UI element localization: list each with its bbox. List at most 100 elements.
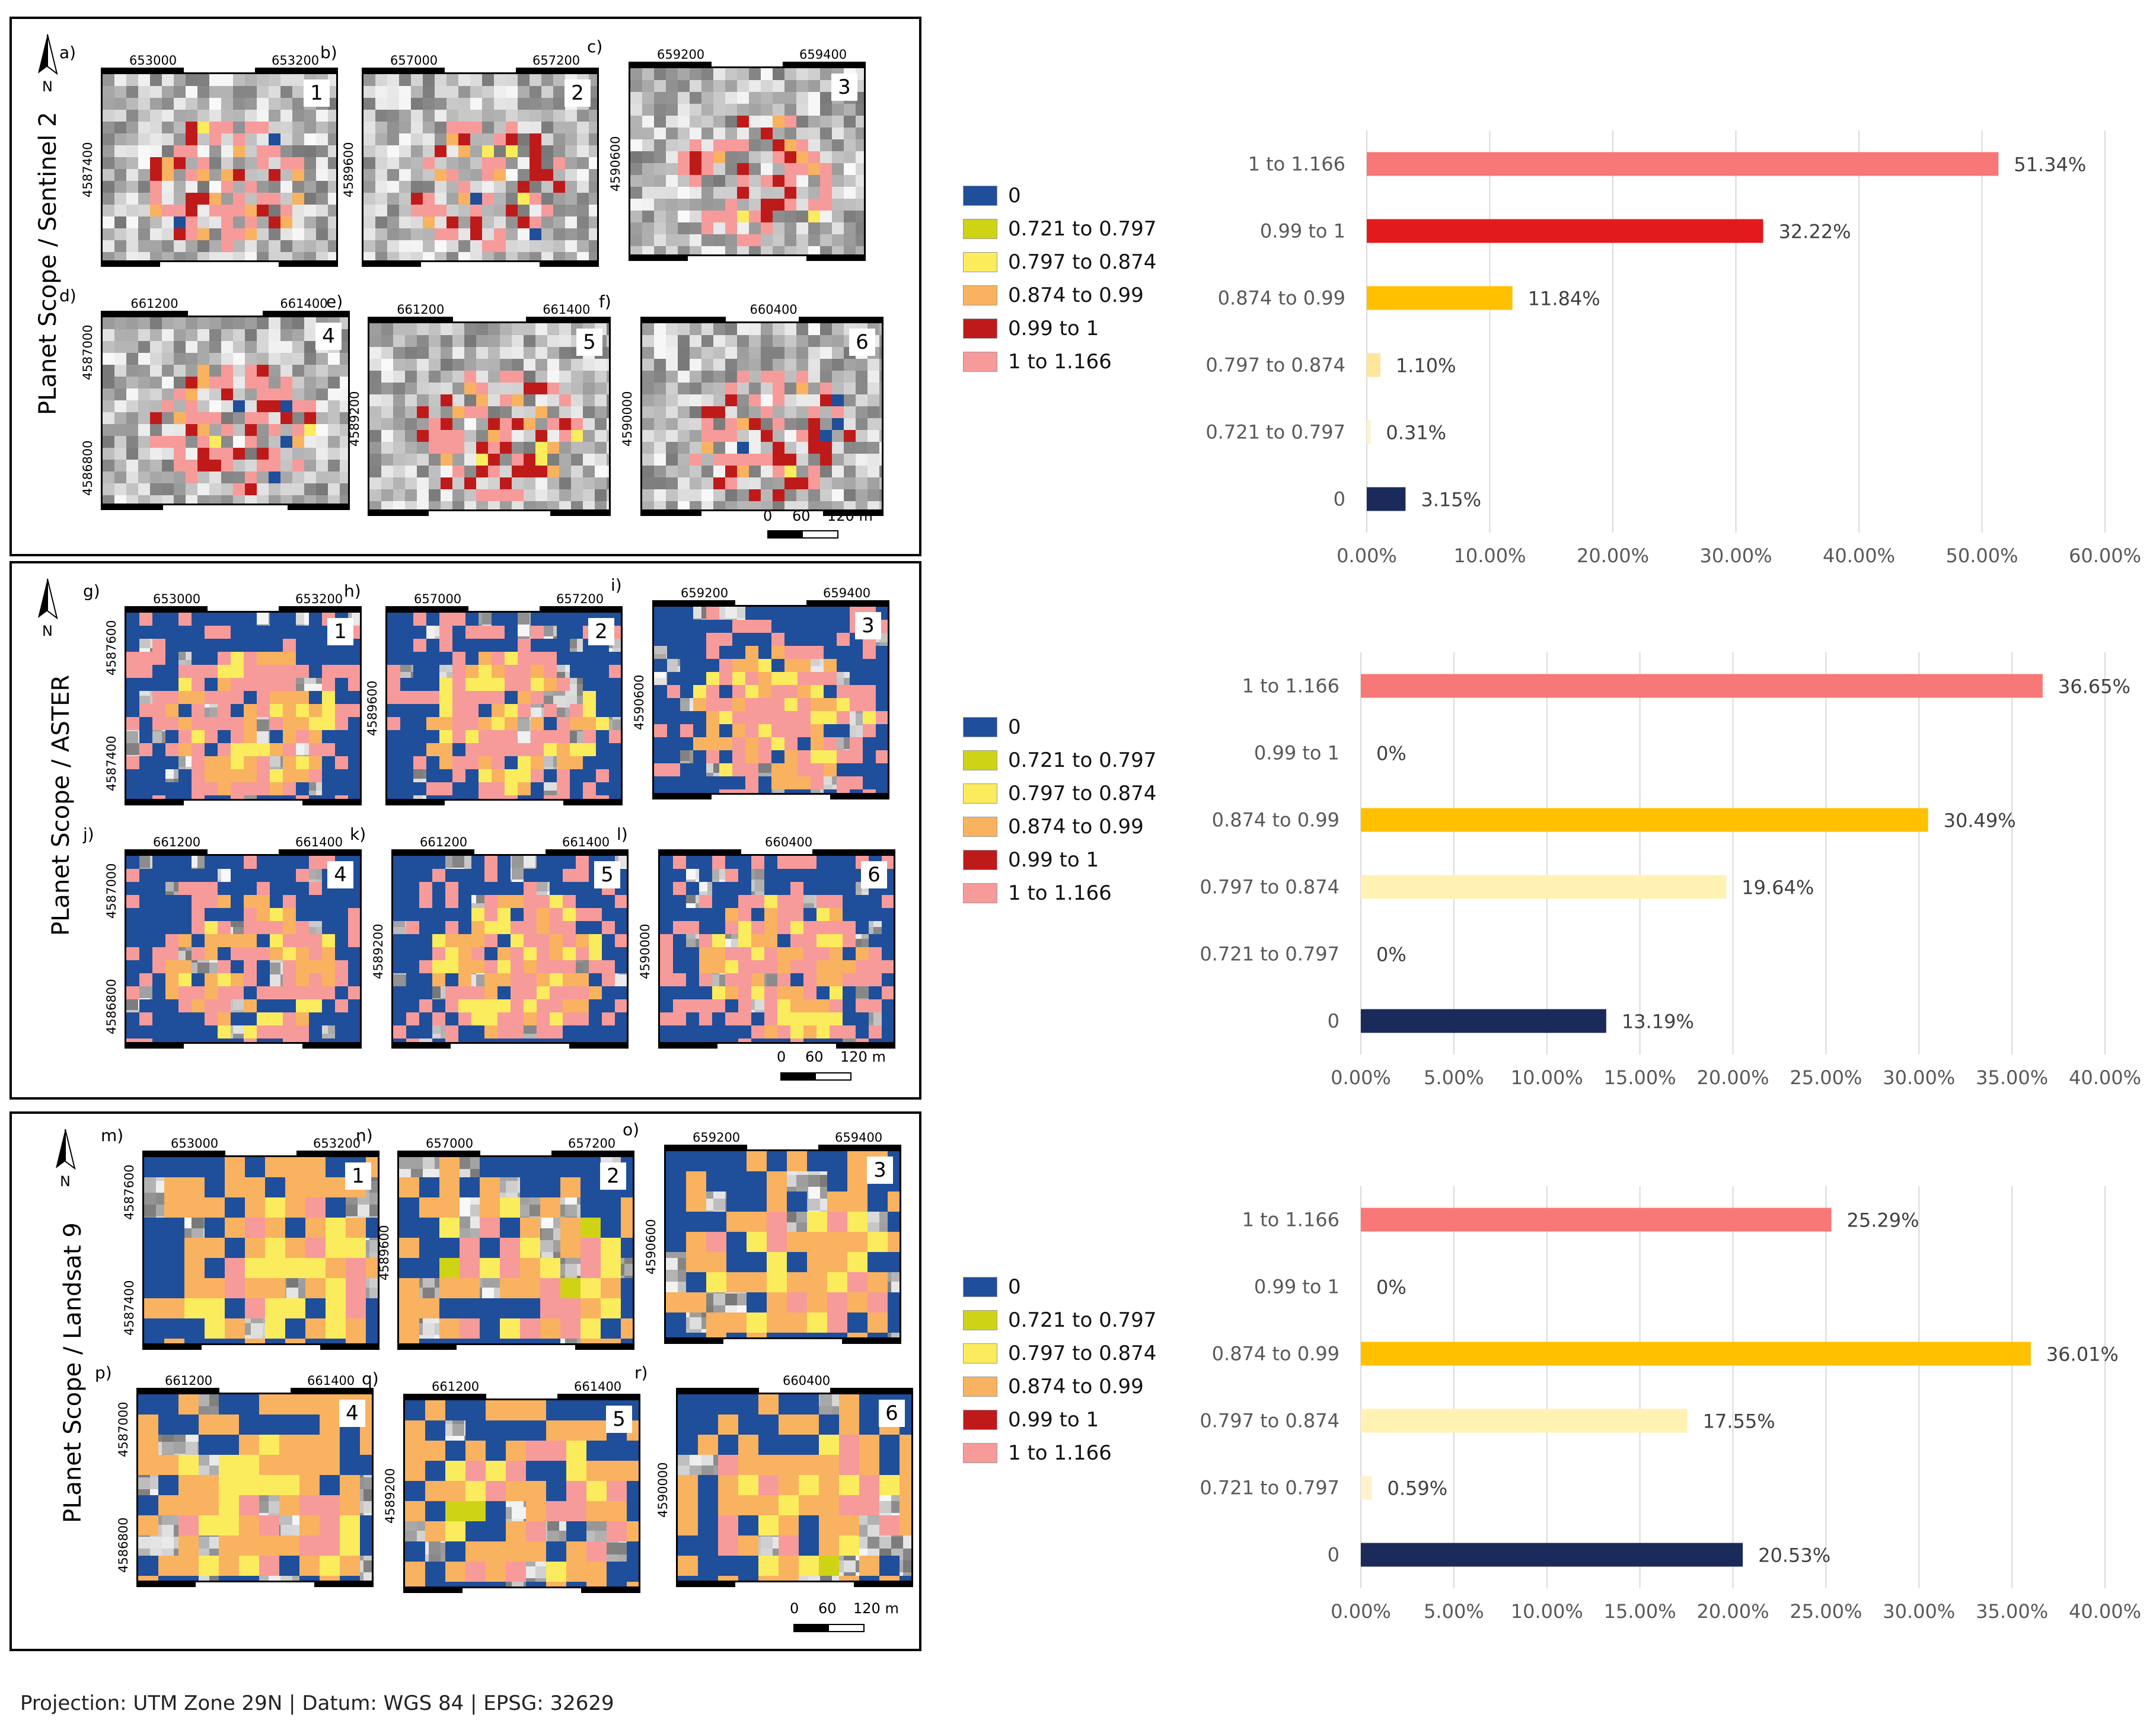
frame-tick [575, 1345, 634, 1350]
x-coord-label: 659200 [693, 1130, 741, 1145]
legend-swatch [963, 1310, 997, 1330]
frame-tick [362, 68, 445, 72]
x-coord-label: 653200 [295, 592, 343, 606]
frame-tick [836, 1044, 895, 1049]
map-frame [142, 1155, 379, 1345]
legend-label: 0.797 to 0.874 [1008, 250, 1157, 274]
map-number-badge: 6 [879, 1400, 905, 1427]
map-frame [136, 1393, 374, 1582]
x-coord-label: 661200 [420, 835, 468, 849]
map-frame [658, 854, 895, 1044]
scale-bar [780, 1072, 851, 1081]
north-arrow-icon: N [30, 576, 71, 644]
x-tick-label: 15.00% [1604, 1066, 1676, 1089]
frame-tick [136, 1582, 196, 1587]
y-coord-label: 4589600 [365, 680, 379, 737]
frame-tick [302, 801, 362, 805]
value-label: 0% [1376, 743, 1406, 765]
map-o: o) 659200 659400 4590600 3 [623, 1120, 907, 1345]
frame-tick [676, 1582, 735, 1587]
y-coord-label: 4589200 [383, 1468, 397, 1524]
map-frame [664, 1149, 901, 1339]
legend-swatch [963, 850, 997, 870]
map-raster [144, 1157, 378, 1343]
x-coord-label: 661400 [307, 1374, 355, 1388]
panel-aster: PLanet Scope / ASTER N g) 653000 653200 458… [9, 561, 921, 1100]
frame-tick [291, 1388, 374, 1393]
map-frame [676, 1393, 913, 1582]
legend-swatch [963, 783, 997, 804]
legend-item: 0.99 to 1 [963, 317, 1099, 340]
x-coord-label: 659400 [799, 47, 847, 62]
bar [1367, 219, 1763, 243]
map-frame [640, 321, 884, 511]
x-coord-label: 659200 [681, 586, 729, 600]
legend-label: 0 [1008, 184, 1021, 208]
map-letter: i) [611, 575, 622, 595]
legend-swatch [963, 1377, 997, 1397]
frame-tick [783, 62, 866, 66]
x-coord-label: 661200 [130, 297, 178, 311]
x-coord-label: 653200 [313, 1136, 361, 1151]
bar [1361, 1476, 1372, 1500]
legend-item: 1 to 1.166 [963, 350, 1112, 374]
map-letter: j) [83, 824, 94, 844]
category-label: 0 [1328, 1010, 1339, 1033]
map-letter: h) [344, 581, 361, 601]
x-tick-label: 35.00% [1976, 1066, 2048, 1089]
bar [1361, 808, 1928, 832]
map-frame [652, 605, 889, 795]
panel-title: PLanet Scope / ASTER [47, 674, 75, 936]
map-i: i) 659200 659400 4590600 3 [611, 575, 895, 801]
y-coord-label: 4586800 [81, 440, 95, 496]
legend-label: 0.99 to 1 [1008, 1408, 1099, 1432]
map-number-badge: 5 [576, 329, 602, 356]
frame-tick [516, 68, 599, 72]
scale-label: 0 [763, 508, 773, 524]
x-coord-label: 661400 [280, 297, 328, 311]
frame-tick [658, 1044, 717, 1049]
scale-label: 120 m [853, 1600, 899, 1617]
frame-tick [652, 600, 735, 605]
x-tick-label: 35.00% [1976, 1600, 2048, 1623]
scale-label: 60 [792, 508, 811, 524]
x-tick-label: 50.00% [1945, 544, 2018, 567]
bar [1361, 1543, 1743, 1567]
y-coord-label: 4590600 [608, 136, 623, 192]
legend-item: 0.721 to 0.797 [963, 1308, 1156, 1332]
x-tick-label: 5.00% [1424, 1066, 1484, 1089]
x-tick-label: 20.00% [1577, 544, 1649, 567]
category-label: 0.99 to 1 [1254, 742, 1339, 764]
legend-swatch [963, 1410, 997, 1430]
legend-label: 0.99 to 1 [1008, 317, 1099, 340]
bar [1367, 152, 1999, 176]
x-coord-label: 657200 [532, 53, 581, 68]
north-label: N [42, 78, 53, 95]
map-letter: m) [101, 1126, 124, 1145]
legend-swatch [963, 817, 997, 837]
frame-tick [255, 68, 338, 72]
legend-item: 0.721 to 0.797 [963, 748, 1156, 772]
map-e: e) 661200 661400 4589200 5 [326, 292, 617, 517]
map-p: p) 661200 661400 4587000 4586800 4 [95, 1363, 379, 1588]
map-number-badge: 1 [327, 618, 353, 645]
x-tick-label: 30.00% [1699, 544, 1772, 567]
frame-tick [550, 511, 611, 516]
map-letter: p) [95, 1363, 112, 1382]
map-number-badge: 2 [564, 79, 591, 107]
map-n: n) 657000 657200 4589600 2 [356, 1126, 640, 1351]
category-label: 0.721 to 0.797 [1200, 1477, 1339, 1499]
map-raster [630, 68, 864, 254]
x-coord-label: 661400 [295, 835, 343, 849]
legend-label: 0 [1008, 715, 1021, 739]
legend-swatch [963, 252, 997, 272]
frame-tick [368, 317, 453, 321]
frame-tick [368, 511, 429, 516]
legend-swatch [963, 352, 997, 372]
value-label: 19.64% [1742, 877, 1814, 899]
frame-tick [540, 262, 599, 267]
legend-item: 0.99 to 1 [963, 848, 1099, 872]
legend-swatch [963, 1277, 997, 1297]
projection-note: Projection: UTM Zone 29N | Datum: WGS 84… [20, 1691, 614, 1715]
map-m: m) 653000 653200 4587600 4587400 1 [101, 1126, 385, 1351]
